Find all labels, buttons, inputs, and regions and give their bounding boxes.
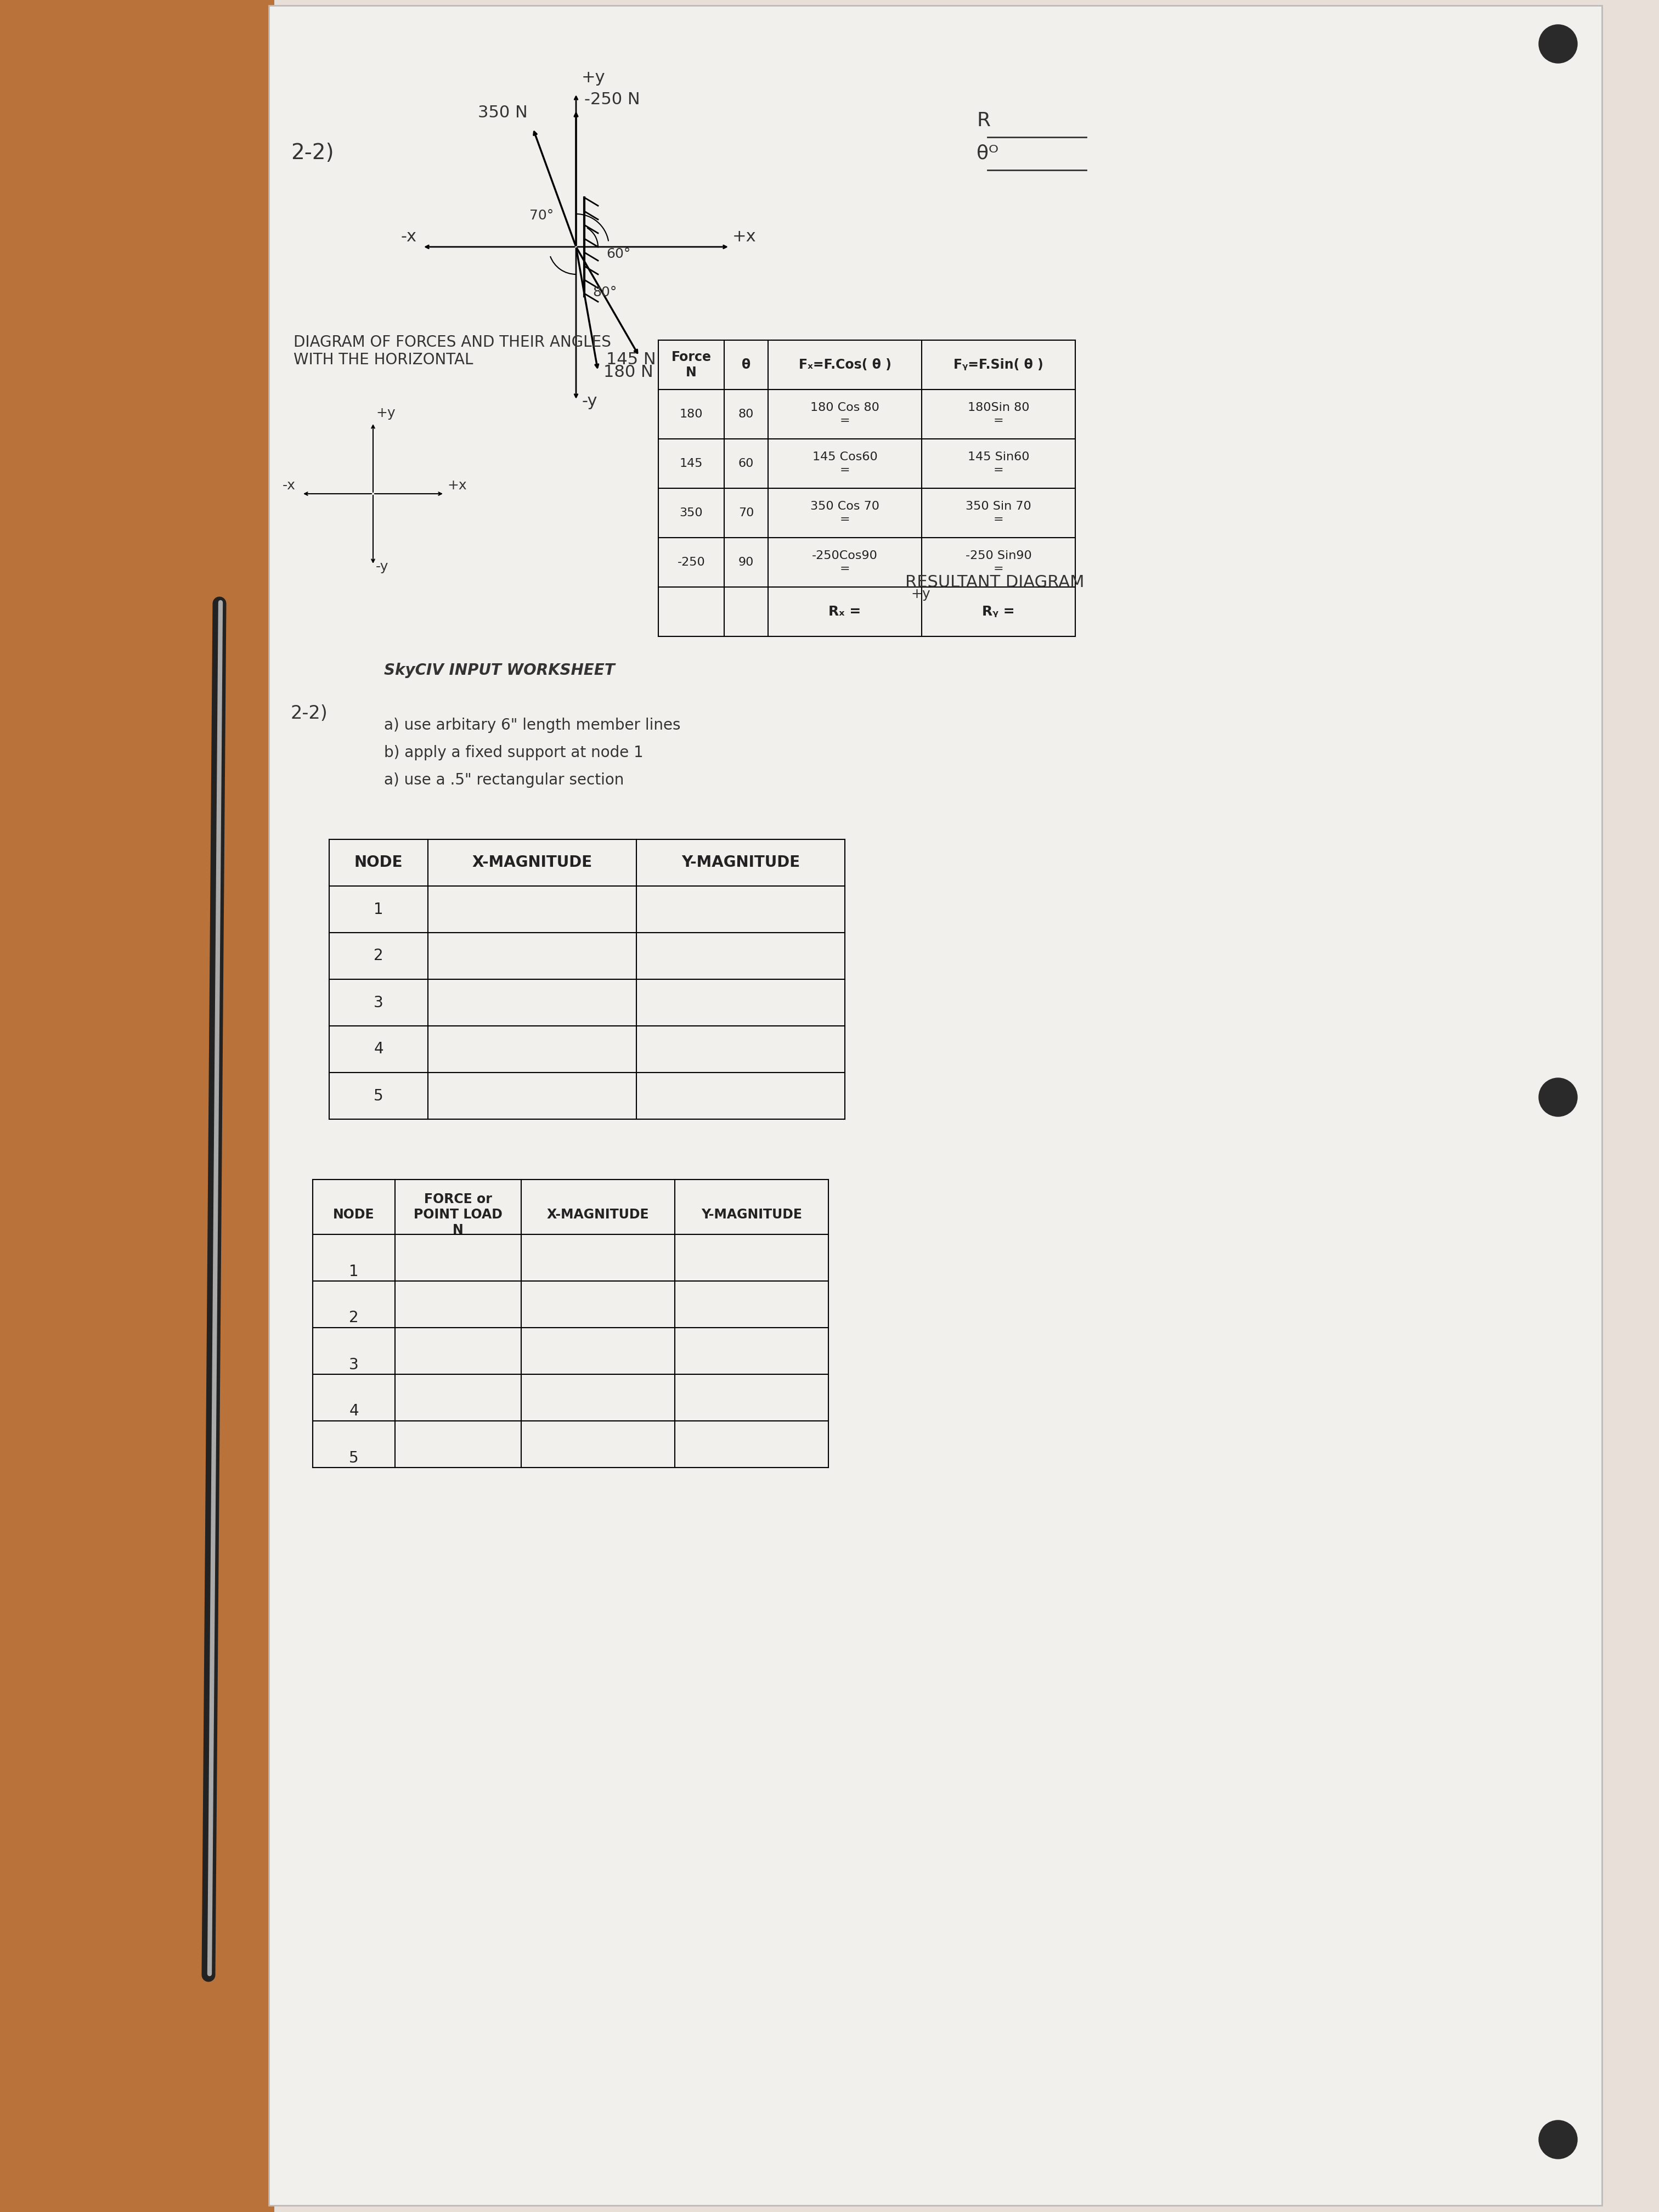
Text: 80: 80 bbox=[738, 409, 753, 420]
Text: +y: +y bbox=[911, 588, 931, 602]
Text: Y-MAGNITUDE: Y-MAGNITUDE bbox=[702, 1208, 801, 1221]
Text: 350 N: 350 N bbox=[478, 104, 528, 122]
Text: -250: -250 bbox=[677, 557, 705, 568]
Text: -y: -y bbox=[582, 394, 597, 409]
Text: θ: θ bbox=[742, 358, 750, 372]
Text: +x: +x bbox=[732, 228, 757, 246]
Text: -y: -y bbox=[377, 560, 388, 573]
Circle shape bbox=[1540, 24, 1578, 64]
Text: Force
N: Force N bbox=[672, 352, 712, 378]
Text: 350 Sin 70
=: 350 Sin 70 = bbox=[966, 502, 1032, 524]
Text: -x: -x bbox=[282, 480, 295, 491]
Text: 145 Cos60
=: 145 Cos60 = bbox=[813, 451, 878, 476]
Text: 2-2): 2-2) bbox=[290, 142, 333, 164]
Circle shape bbox=[1540, 2121, 1578, 2159]
Text: 4: 4 bbox=[348, 1405, 358, 1418]
Bar bbox=[0, 0, 274, 2212]
Text: NODE: NODE bbox=[333, 1208, 375, 1221]
Text: DIAGRAM OF FORCES AND THEIR ANGLES
WITH THE HORIZONTAL: DIAGRAM OF FORCES AND THEIR ANGLES WITH … bbox=[294, 334, 611, 367]
Text: b) apply a fixed support at node 1: b) apply a fixed support at node 1 bbox=[383, 745, 644, 761]
Text: SkyCIV INPUT WORKSHEET: SkyCIV INPUT WORKSHEET bbox=[383, 664, 615, 679]
Circle shape bbox=[1540, 1077, 1578, 1117]
Text: 145 Sin60
=: 145 Sin60 = bbox=[967, 451, 1029, 476]
Text: 2: 2 bbox=[373, 949, 383, 964]
Text: 90: 90 bbox=[738, 557, 753, 568]
Text: +x: +x bbox=[448, 480, 466, 491]
Text: 145: 145 bbox=[680, 458, 703, 469]
Text: Y-MAGNITUDE: Y-MAGNITUDE bbox=[682, 856, 800, 869]
Text: 2-2): 2-2) bbox=[290, 703, 328, 723]
Text: RESULTANT DIAGRAM: RESULTANT DIAGRAM bbox=[906, 575, 1085, 591]
Text: θᴼ: θᴼ bbox=[977, 144, 999, 164]
Text: -x: -x bbox=[400, 228, 416, 246]
Bar bbox=[269, 4, 1603, 2205]
Text: 80°: 80° bbox=[592, 285, 617, 299]
Text: 3: 3 bbox=[348, 1356, 358, 1371]
Text: 1: 1 bbox=[373, 902, 383, 918]
Text: 350 Cos 70
=: 350 Cos 70 = bbox=[810, 502, 879, 524]
Text: 4: 4 bbox=[373, 1042, 383, 1057]
Text: 60: 60 bbox=[738, 458, 753, 469]
Text: 145 N: 145 N bbox=[606, 352, 655, 367]
Text: 70°: 70° bbox=[529, 208, 554, 221]
Text: 70: 70 bbox=[738, 507, 753, 518]
Text: 180Sin 80
=: 180Sin 80 = bbox=[967, 403, 1029, 427]
Text: 2: 2 bbox=[348, 1310, 358, 1325]
Text: 5: 5 bbox=[348, 1451, 358, 1467]
Text: R: R bbox=[977, 111, 990, 131]
Text: 3: 3 bbox=[373, 995, 383, 1011]
Text: X-MAGNITUDE: X-MAGNITUDE bbox=[547, 1208, 649, 1221]
Text: a) use a .5" rectangular section: a) use a .5" rectangular section bbox=[383, 772, 624, 787]
Text: -250 N: -250 N bbox=[584, 91, 640, 108]
Text: +y: +y bbox=[377, 407, 395, 420]
Text: FORCE or
POINT LOAD
N: FORCE or POINT LOAD N bbox=[413, 1192, 503, 1237]
Text: NODE: NODE bbox=[355, 856, 403, 869]
Text: -250Cos90
=: -250Cos90 = bbox=[811, 551, 878, 575]
Text: Rᵧ =: Rᵧ = bbox=[982, 606, 1015, 619]
Text: X-MAGNITUDE: X-MAGNITUDE bbox=[473, 856, 592, 869]
Text: +y: +y bbox=[582, 69, 606, 86]
Text: Fᵧ=F.Sin( θ ): Fᵧ=F.Sin( θ ) bbox=[954, 358, 1044, 372]
Text: Rₓ =: Rₓ = bbox=[828, 606, 861, 619]
Text: 180: 180 bbox=[680, 409, 703, 420]
Text: 5: 5 bbox=[373, 1088, 383, 1104]
Text: -250 Sin90
=: -250 Sin90 = bbox=[966, 551, 1032, 575]
Text: Fₓ=F.Cos( θ ): Fₓ=F.Cos( θ ) bbox=[798, 358, 891, 372]
Text: a) use arbitary 6" length member lines: a) use arbitary 6" length member lines bbox=[383, 717, 680, 732]
Text: 1: 1 bbox=[348, 1263, 358, 1279]
Text: 180 Cos 80
=: 180 Cos 80 = bbox=[810, 403, 879, 427]
Text: 350: 350 bbox=[680, 507, 703, 518]
Text: 60°: 60° bbox=[606, 248, 630, 261]
Text: 180 N: 180 N bbox=[604, 365, 654, 380]
